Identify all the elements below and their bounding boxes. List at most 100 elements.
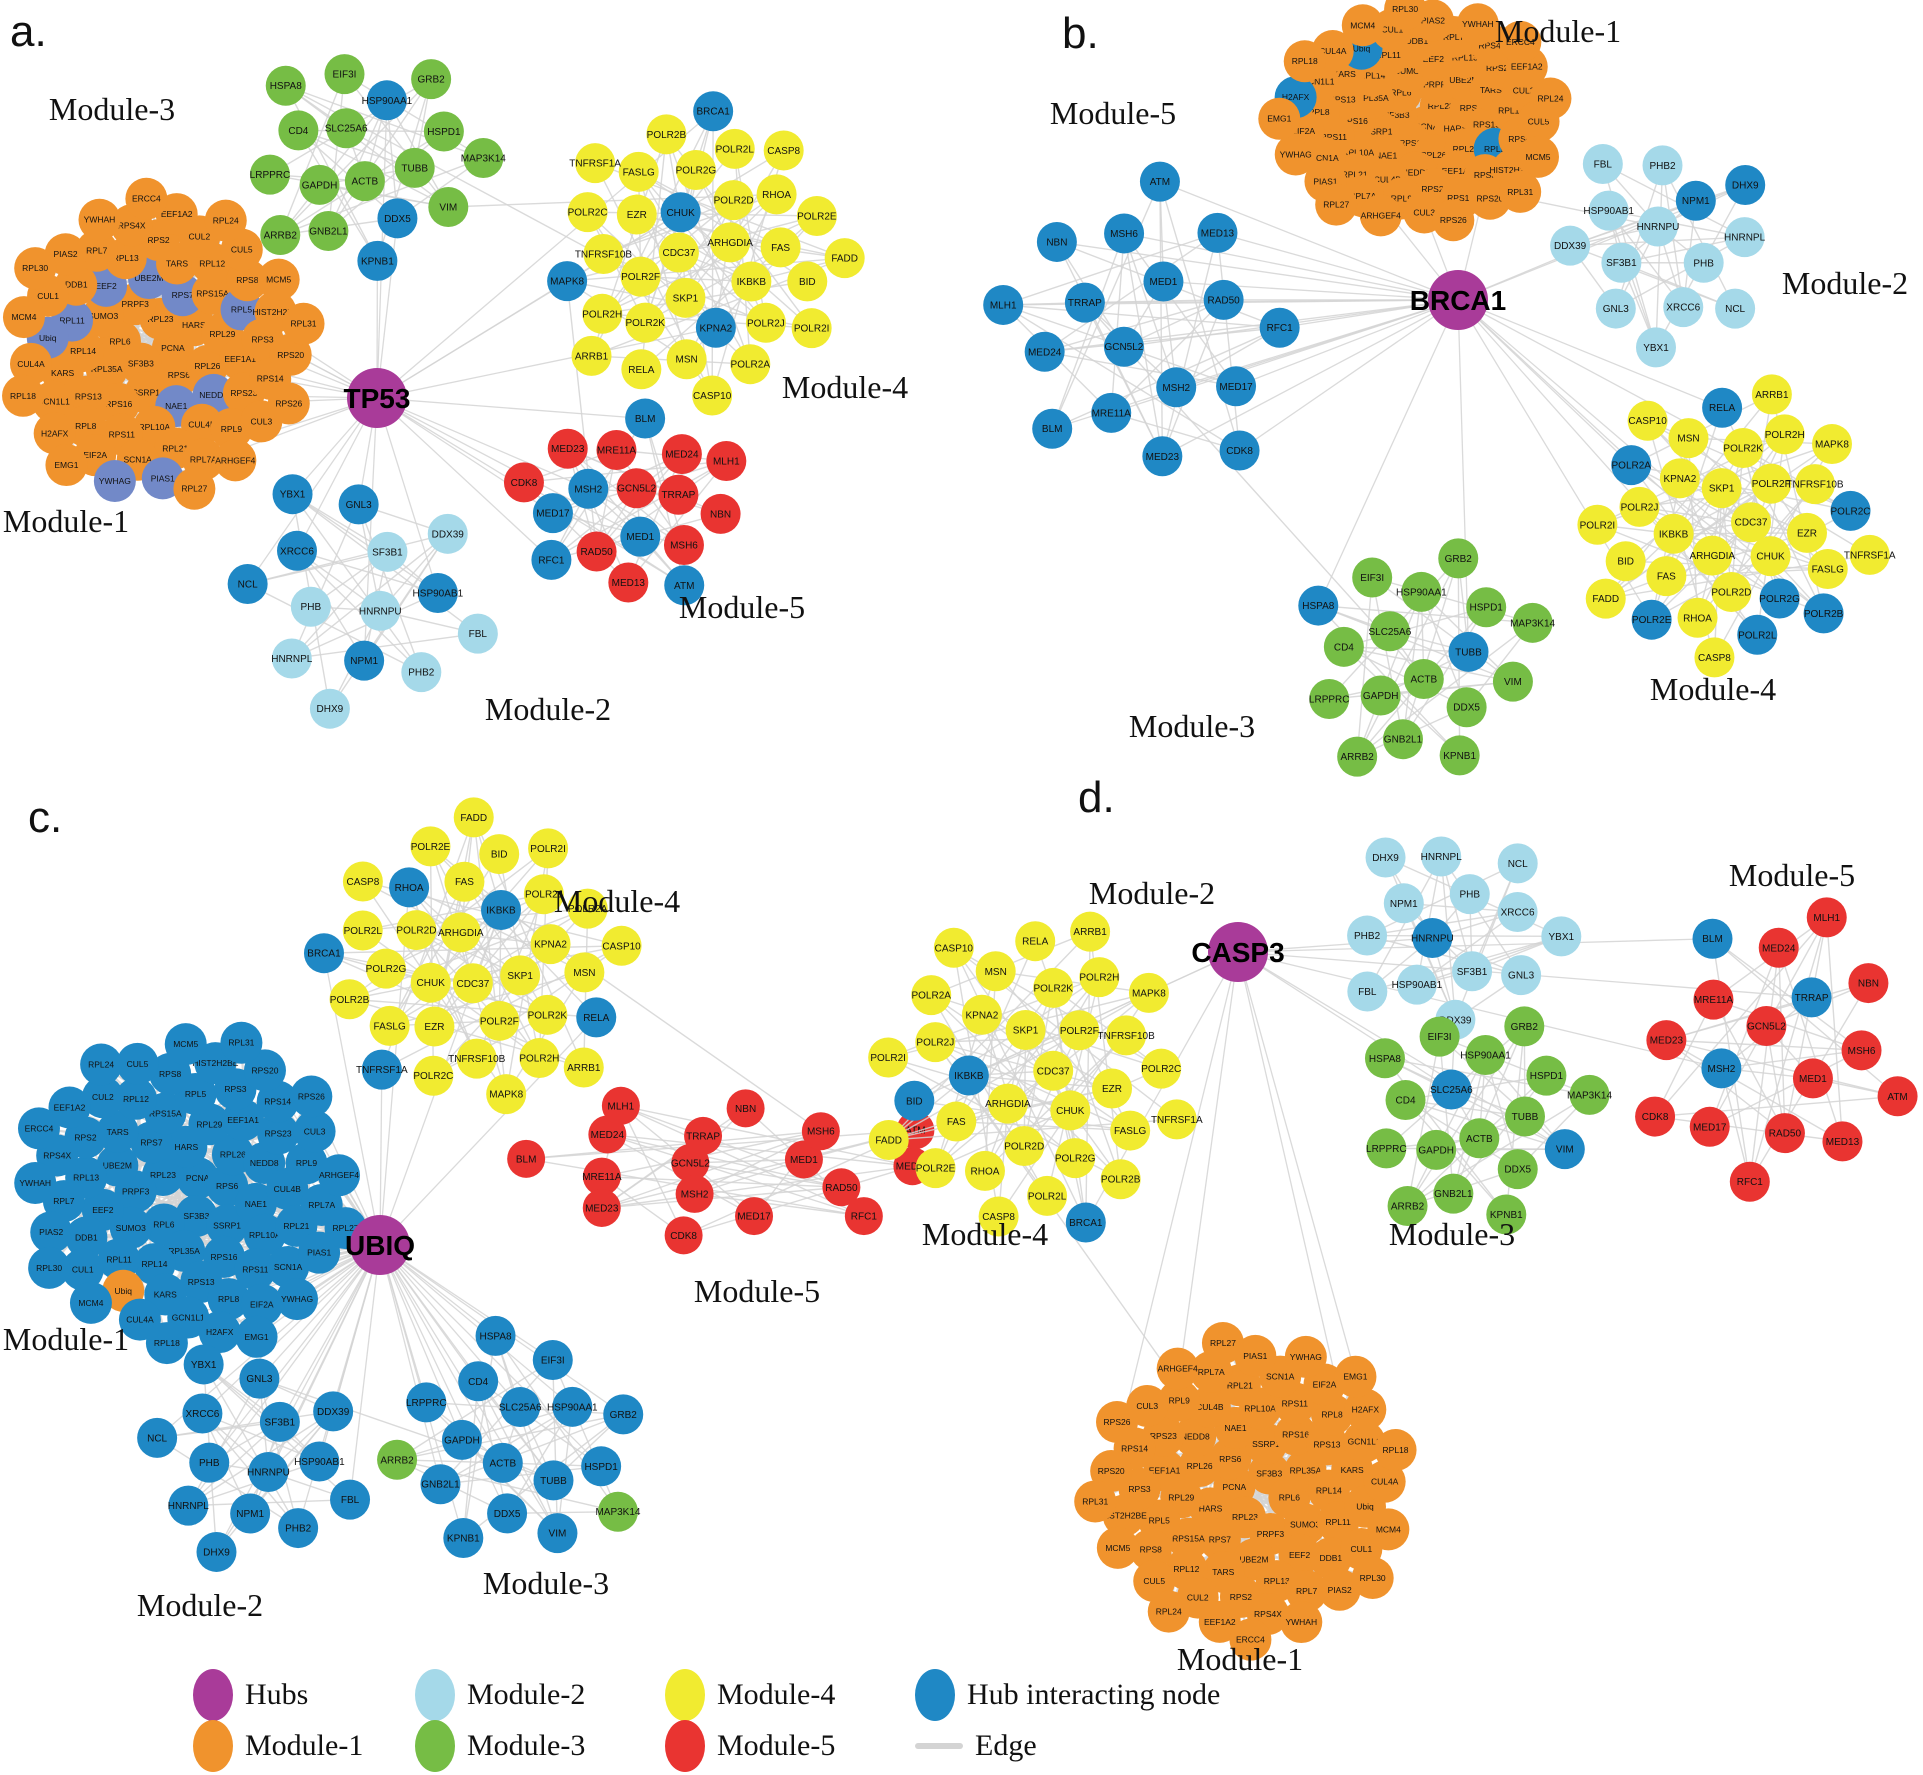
node-label-RPS14: RPS14 <box>257 374 284 384</box>
panel-b: PCNA SF3B3 RPL23 RPS6 RPL6 HARS SSRP1 PRPF3 RPL2… <box>983 0 1908 777</box>
node-MED23 <box>1646 1020 1687 1061</box>
edge <box>1023 1034 1127 1147</box>
node-YBX1 <box>183 1344 224 1385</box>
node-label-RELA: RELA <box>628 365 654 376</box>
edge <box>1712 938 1899 1097</box>
node-label-POLR2H: POLR2H <box>1079 973 1119 984</box>
node-label-CUL4B: CUL4B <box>1196 1402 1224 1412</box>
node-label-RPS7: RPS7 <box>172 290 194 300</box>
node-NCL <box>1497 843 1538 884</box>
node-FBL <box>1582 143 1623 184</box>
node-label-MED1: MED1 <box>790 1155 818 1166</box>
edge <box>156 1437 299 1529</box>
node-label-NPM1: NPM1 <box>1390 899 1418 910</box>
node-label-PIAS2: PIAS2 <box>1421 15 1445 25</box>
node-MED13 <box>1197 212 1238 253</box>
node-label-CD4: CD4 <box>1396 1096 1416 1107</box>
node-FADD <box>824 238 865 279</box>
node-FASLG <box>1110 1110 1151 1151</box>
node-label-NPM1: NPM1 <box>236 1509 264 1520</box>
panel-letter: a. <box>10 7 47 56</box>
node-label-PRPF3: PRPF3 <box>122 1187 150 1197</box>
node-XRCC6 <box>1497 891 1538 932</box>
node-label-RPL18: RPL18 <box>1292 56 1318 66</box>
node-label-MAPK8: MAPK8 <box>489 1090 523 1101</box>
edge <box>1721 1049 1862 1070</box>
node-label-RPL8: RPL8 <box>1308 107 1330 117</box>
panel-a: PCNA SF3B3 RPL23 RPS6 RPL6 HARS SSRP1 PRPF3 RPL2… <box>2 7 908 729</box>
node-PHB2 <box>1347 915 1388 956</box>
legend-item-module-1: Module-1 <box>193 1718 363 1774</box>
node-label-HARS: HARS <box>1199 1503 1223 1513</box>
edge <box>1709 947 1780 1128</box>
node-label-DHX9: DHX9 <box>1732 180 1759 191</box>
node-label-RELA: RELA <box>1022 937 1048 948</box>
node-label-CUL3: CUL3 <box>250 416 272 426</box>
node-label-RPL13: RPL13 <box>1452 52 1478 62</box>
edge <box>462 1381 479 1539</box>
node-label-EEF2: EEF2 <box>95 281 117 291</box>
node-label-RPL29: RPL29 <box>196 1119 222 1129</box>
node-RPS26 <box>290 1075 333 1118</box>
node-EMG1 <box>235 1315 278 1358</box>
node-POLR2I <box>868 1037 909 1078</box>
node-EIF3I <box>1419 1016 1460 1057</box>
edge <box>620 1105 913 1167</box>
node-CDK8 <box>1635 1096 1676 1137</box>
node-POLR2F <box>1751 463 1792 504</box>
node-HSPD1 <box>1466 587 1507 628</box>
edge <box>1237 951 1722 1069</box>
node-DDX39 <box>1550 225 1591 266</box>
node-ARHGDIA <box>1692 535 1733 576</box>
node-label-PHB: PHB <box>1693 258 1714 269</box>
node-GRB2 <box>411 59 452 100</box>
panel-b-module-5: GCN5L2 MED1 MSH2 TRRAP RAD50 MRE11A MSH6 MED17 M… <box>983 161 1300 477</box>
node-label-SF3B1: SF3B1 <box>265 1417 296 1428</box>
node-label-MAP3K14: MAP3K14 <box>595 1507 640 1518</box>
module-label: Module-3 <box>1389 1216 1515 1252</box>
edge <box>298 129 415 169</box>
node-BRCA1 <box>303 933 344 974</box>
node-label-SF3B3: SF3B3 <box>1256 1468 1282 1478</box>
node-label-TNFRSF1A: TNFRSF1A <box>569 159 621 170</box>
node-label-RPS20: RPS20 <box>1098 1466 1125 1476</box>
node-VIM <box>1544 1129 1585 1170</box>
node-RPL31 <box>282 302 325 345</box>
node-label-POLR2C: POLR2C <box>568 208 608 219</box>
node-label-BLM: BLM <box>516 1154 537 1165</box>
node-label-ERCC4: ERCC4 <box>25 1123 54 1133</box>
node-label-SUMO3: SUMO3 <box>88 311 119 321</box>
node-label-RPL14: RPL14 <box>70 346 96 356</box>
node-RPL24 <box>204 199 247 242</box>
node-label-RPS26: RPS26 <box>1440 215 1467 225</box>
node-label-CD4: CD4 <box>288 126 308 137</box>
node-label-RPS14: RPS14 <box>1447 193 1474 203</box>
node-label-CHUK: CHUK <box>417 978 446 989</box>
node-label-RPS23: RPS23 <box>230 388 257 398</box>
node-label-RPL24: RPL24 <box>1156 1607 1182 1617</box>
panel-b-module-4: CDC37 ARHGDIA SKP1 CHUK IKBKB POLR2F POLR2D KPN… <box>1577 374 1896 678</box>
node-label-DDX39: DDX39 <box>1554 241 1587 252</box>
node-RFC1 <box>531 539 572 580</box>
edge <box>620 1105 685 1236</box>
node-label-RPL5: RPL5 <box>231 304 253 314</box>
node-label-SF3B3: SF3B3 <box>183 1211 209 1221</box>
node-label-ARHGDIA: ARHGDIA <box>985 1099 1031 1110</box>
node-NPM1 <box>1675 180 1716 221</box>
edge <box>683 1165 913 1237</box>
node-POLR2J <box>915 1022 956 1063</box>
node-label-HNRNPL: HNRNPL <box>1421 852 1463 863</box>
node-FASLG <box>1807 548 1848 589</box>
node-HSP90AA1 <box>1465 1034 1506 1075</box>
node-label-HSPA8: HSPA8 <box>270 81 302 92</box>
node-label-SUMO3: SUMO3 <box>1290 1519 1321 1529</box>
node-label-PCNA: PCNA <box>186 1173 210 1183</box>
node-label-ACTB: ACTB <box>1410 675 1437 686</box>
edge <box>1366 862 1519 937</box>
node-label-EZR: EZR <box>1797 528 1817 539</box>
node-label-POLR2A: POLR2A <box>731 360 771 371</box>
node-ATM <box>1877 1076 1918 1117</box>
node-PHB <box>1449 874 1490 915</box>
panel-b-module-1: PCNA SF3B3 RPL23 RPS6 RPL6 HARS SSRP1 PRPF3 RPL2… <box>1258 0 1572 242</box>
node-SSRP1 <box>206 1204 249 1247</box>
